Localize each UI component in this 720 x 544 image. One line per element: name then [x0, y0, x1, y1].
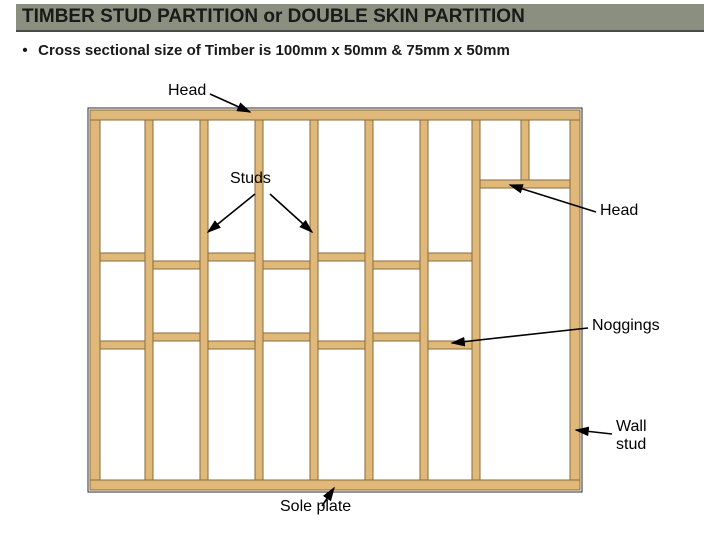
diagram-label-head_top: Head	[168, 82, 206, 100]
diagram-label-sole: Sole plate	[280, 498, 351, 516]
diagram-label-noggings: Noggings	[592, 317, 660, 335]
bullet-line: • Cross sectional size of Timber is 100m…	[16, 42, 704, 59]
diagram-svg	[40, 82, 680, 522]
timber-partition-diagram: Head Studs Head Noggings Wallstud Sole plate	[40, 82, 680, 522]
diagram-label-wall_stud_2: stud	[616, 436, 646, 454]
diagram-label-wall_stud_1: Wall	[616, 418, 647, 436]
bullet-text: Cross sectional size of Timber is 100mm …	[38, 42, 510, 59]
diagram-label-studs: Studs	[230, 170, 271, 188]
diagram-label-head_right: Head	[600, 202, 638, 220]
bullet-dot: •	[16, 42, 34, 59]
slide-title: TIMBER STUD PARTITION or DOUBLE SKIN PAR…	[16, 4, 704, 32]
